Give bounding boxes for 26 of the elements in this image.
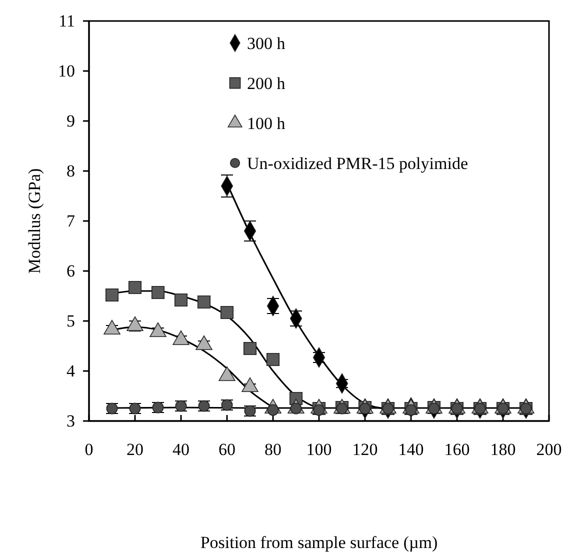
x-tick-label: 20 xyxy=(126,440,144,460)
x-tick-label: 80 xyxy=(264,440,282,460)
y-tick-label: 10 xyxy=(58,61,75,80)
y-tick-label: 11 xyxy=(58,11,75,30)
x-tick-label: 0 xyxy=(84,440,94,460)
x-tick-label: 40 xyxy=(172,440,190,460)
x-tick-label: 200 xyxy=(536,440,562,460)
legend-label: 300 h xyxy=(247,34,286,53)
legend-label: 100 h xyxy=(247,114,286,133)
x-tick-label: 180 xyxy=(490,440,516,460)
y-tick-label: 6 xyxy=(66,261,75,280)
legend-label: Un-oxidized PMR-15 polyimide xyxy=(247,154,468,173)
x-axis-title: Position from sample surface (µm) xyxy=(200,533,438,552)
x-tick-label: 60 xyxy=(218,440,236,460)
y-tick-label: 5 xyxy=(66,311,75,330)
x-tick-label: 140 xyxy=(398,440,424,460)
y-tick-label: 4 xyxy=(66,361,76,380)
x-tick-label: 120 xyxy=(352,440,378,460)
y-tick-label: 7 xyxy=(66,211,76,230)
y-tick-label: 9 xyxy=(66,111,75,130)
legend-label: 200 h xyxy=(247,74,286,93)
x-tick-label: 100 xyxy=(306,440,332,460)
x-tick-label: 160 xyxy=(444,440,470,460)
y-tick-label: 3 xyxy=(66,411,75,430)
y-axis-title: Modulus (GPa) xyxy=(25,168,44,274)
y-tick-label: 8 xyxy=(66,161,75,180)
